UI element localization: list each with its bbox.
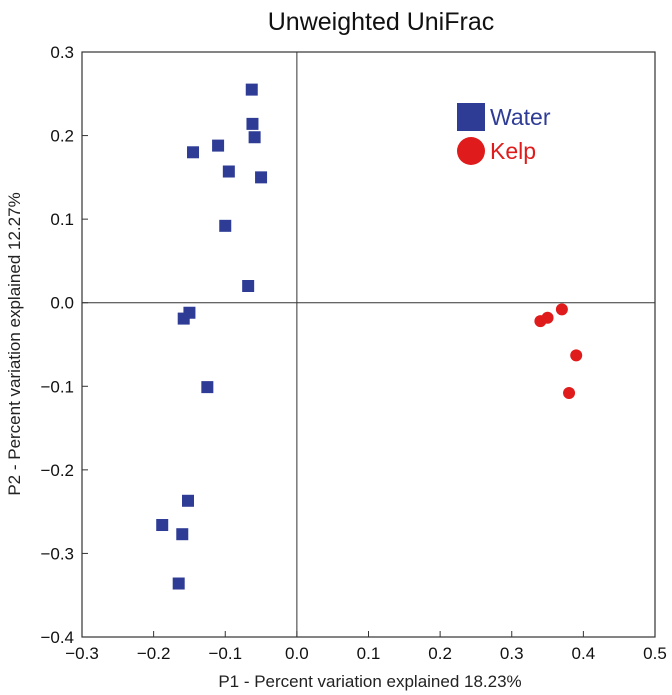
plot-frame — [81, 51, 656, 638]
water-point — [212, 139, 225, 152]
water-point — [248, 131, 261, 144]
y-tick-label: 0.0 — [50, 294, 74, 313]
legend-water-label: Water — [490, 104, 551, 130]
water-point — [172, 577, 185, 590]
legend-water-marker — [457, 103, 485, 131]
x-tick-label: −0.1 — [208, 644, 242, 663]
x-tick-label: −0.2 — [137, 644, 171, 663]
y-tick-label: 0.1 — [50, 210, 74, 229]
legend-kelp-marker — [457, 137, 485, 165]
y-tick-label: −0.3 — [40, 544, 74, 563]
y-tick-label: −0.2 — [40, 461, 74, 480]
y-tick-label: 0.2 — [50, 127, 74, 146]
chart-title: Unweighted UniFrac — [268, 8, 495, 36]
water-point — [255, 171, 268, 184]
x-axis-ticks: −0.3 −0.2 −0.1 0.0 0.1 0.2 0.3 0.4 0.5 — [65, 631, 667, 663]
x-axis-label: P1 - Percent variation explained 18.23% — [218, 672, 521, 691]
water-point — [246, 117, 259, 130]
water-point — [201, 381, 214, 394]
water-point — [176, 528, 189, 541]
y-tick-label: −0.1 — [40, 377, 74, 396]
x-tick-label: 0.2 — [428, 644, 452, 663]
water-point — [219, 219, 232, 232]
water-point — [177, 312, 190, 325]
x-tick-label: 0.0 — [285, 644, 309, 663]
water-point — [245, 83, 258, 96]
kelp-point — [570, 349, 583, 362]
water-point — [182, 494, 195, 507]
x-tick-label: −0.3 — [65, 644, 99, 663]
kelp-point — [541, 311, 554, 324]
water-point — [187, 146, 200, 159]
kelp-point — [555, 303, 568, 316]
y-tick-label: −0.4 — [40, 628, 74, 647]
kelp-point — [563, 386, 576, 399]
legend-kelp-label: Kelp — [490, 138, 536, 164]
water-point — [222, 165, 235, 178]
data-points — [156, 83, 583, 590]
x-tick-label: 0.3 — [500, 644, 524, 663]
water-point — [156, 519, 169, 532]
x-tick-label: 0.4 — [572, 644, 596, 663]
y-axis-ticks: −0.4 −0.3 −0.2 −0.1 0.0 0.1 0.2 0.3 — [40, 43, 88, 647]
y-tick-label: 0.3 — [50, 43, 74, 62]
water-point — [242, 280, 255, 292]
legend: Water Kelp — [457, 103, 551, 165]
x-tick-label: 0.1 — [357, 644, 381, 663]
x-tick-label: 0.5 — [643, 644, 667, 663]
y-axis-label: P2 - Percent variation explained 12.27% — [5, 192, 24, 495]
